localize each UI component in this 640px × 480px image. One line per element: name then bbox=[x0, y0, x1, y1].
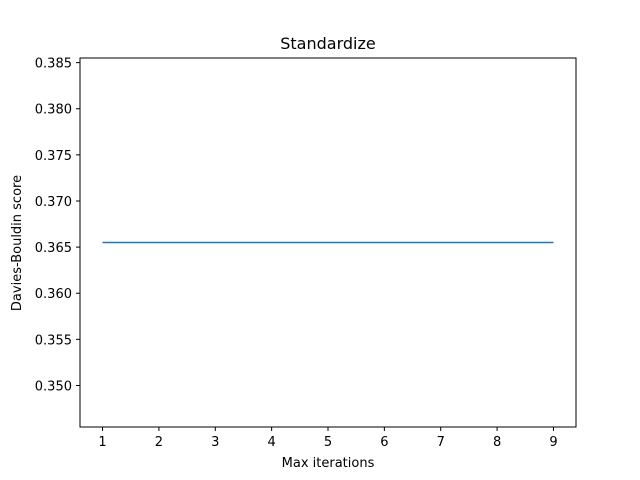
y-tick-label: 0.350 bbox=[35, 379, 72, 394]
y-axis-title: Davies-Bouldin score bbox=[10, 175, 25, 311]
chart-title: Standardize bbox=[280, 34, 375, 53]
x-tick-label: 8 bbox=[493, 435, 501, 450]
x-tick-label: 4 bbox=[267, 435, 275, 450]
x-tick-label: 9 bbox=[549, 435, 557, 450]
x-tick-label: 1 bbox=[98, 435, 106, 450]
y-tick-label: 0.380 bbox=[35, 103, 72, 118]
plot-area: 1 2 3 4 5 6 7 8 9 0.350 0.355 0.360 0.365 0.370 0.375 0… bbox=[35, 57, 577, 450]
y-tick-label: 0.355 bbox=[35, 333, 72, 348]
x-tick-label: 6 bbox=[380, 435, 388, 450]
y-tick-label: 0.385 bbox=[35, 57, 72, 72]
y-tick-label: 0.360 bbox=[35, 287, 72, 302]
x-tick-label: 2 bbox=[155, 435, 163, 450]
y-tick-label: 0.370 bbox=[35, 195, 72, 210]
x-tick-label: 5 bbox=[324, 435, 332, 450]
x-tick-label: 7 bbox=[437, 435, 445, 450]
x-tick-label: 3 bbox=[211, 435, 219, 450]
x-axis-title: Max iterations bbox=[282, 456, 375, 471]
y-tick-label: 0.365 bbox=[35, 241, 72, 256]
y-tick-label: 0.375 bbox=[35, 149, 72, 164]
